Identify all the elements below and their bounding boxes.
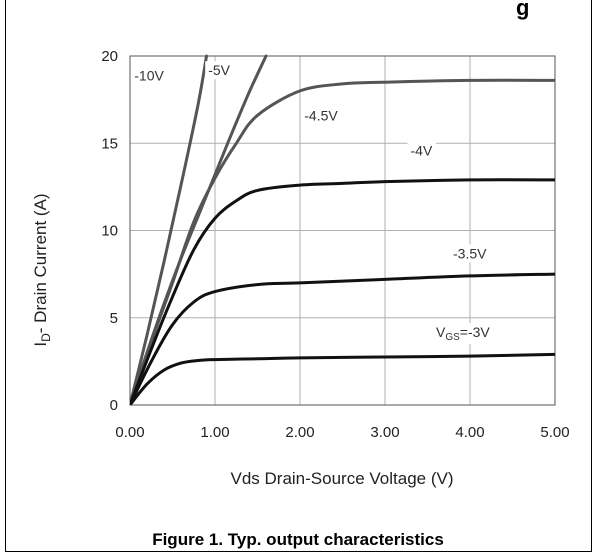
y-axis-title: ID- Drain Current (A) [31,193,53,346]
y-tick-label: 10 [101,223,118,240]
curve-label-background [301,106,342,125]
curve-label-background [407,141,436,160]
curve-label-background [131,66,168,85]
figure-caption: Figure 1. Typ. output characteristics [152,530,444,549]
y-tick-label: 5 [110,310,118,327]
x-axis-title: Vds Drain-Source Voltage (V) [231,469,454,488]
y-axis-title-rest: - Drain Current (A) [31,193,50,333]
series-curve [130,178,555,405]
curve-label-background [205,61,234,80]
curve-label-background [450,244,491,263]
plot-frame [129,55,556,406]
x-tick-label: 1.00 [200,424,229,441]
x-tick-label: 3.00 [370,424,399,441]
curve-label: -4.5V [304,108,338,124]
header-fragment: g [516,0,529,20]
x-tick-label: 2.00 [285,424,314,441]
series-curve [130,78,555,405]
y-tick-label: 15 [101,135,118,152]
series-curve [130,272,555,405]
x-tick-label: 5.00 [540,424,569,441]
curve-label: -3.5V [453,245,487,261]
curve-label: -5V [208,62,230,78]
tick-labels: 0.00 1.00 2.00 3.00 4.00 5.00 0 5 10 15 20 [101,48,569,441]
y-tick-label: 20 [101,48,118,65]
x-tick-label: 0.00 [115,424,144,441]
series-curve [130,54,208,405]
curve-label: -4V [411,142,433,158]
curve-labels: -10V -5V -4.5V -4V -3.5V VGS=-3V [131,61,494,344]
x-tick-label: 4.00 [455,424,484,441]
series-curve [130,352,555,405]
curve-label-background [433,322,494,344]
series-curves [130,54,555,405]
y-axis-title-main: I [31,342,50,347]
grid-lines [130,56,555,405]
y-axis-title-sub: D [39,333,53,342]
curve-label: VGS=-3V [436,324,490,343]
curve-label: -10V [134,67,164,83]
y-tick-label: 0 [110,397,118,414]
